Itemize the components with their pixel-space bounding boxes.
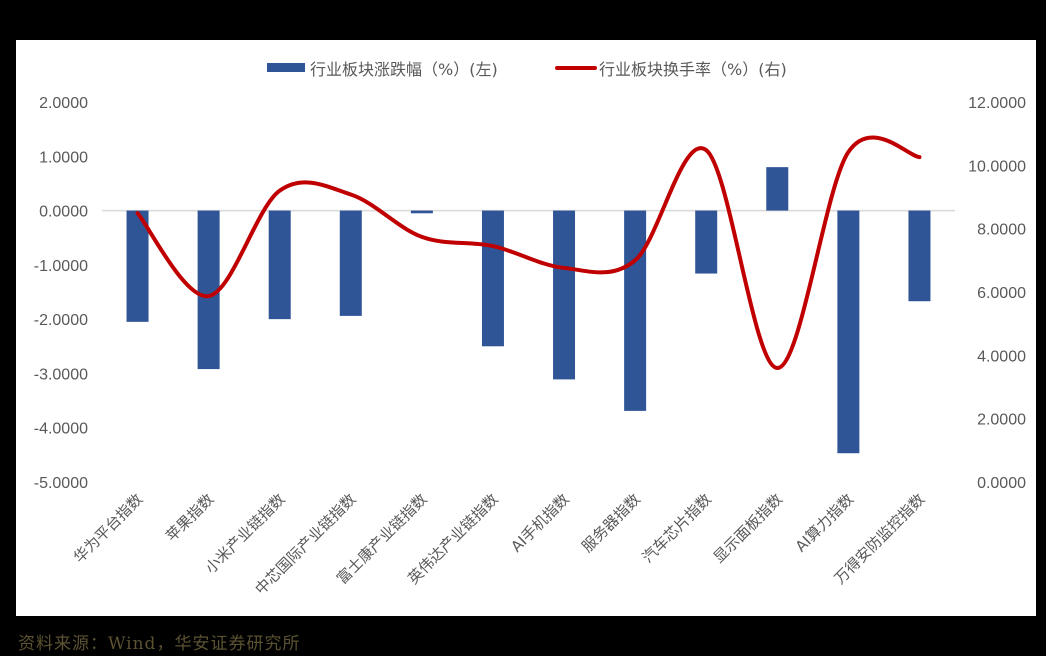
- bar: [126, 210, 149, 322]
- legend-line-label: 行业板块换手率（%）(右): [599, 60, 787, 79]
- left-axis-tick: 0.0000: [39, 204, 88, 221]
- bar: [695, 210, 718, 274]
- left-axis-tick: -2.0000: [34, 312, 88, 329]
- left-axis-tick: -1.0000: [34, 258, 88, 275]
- legend: 行业板块涨跌幅（%）(左) 行业板块换手率（%）(右): [267, 60, 787, 79]
- bar: [481, 210, 504, 347]
- bar: [410, 210, 433, 214]
- left-axis: 2.0000 1.0000 0.0000 -1.0000 -2.0000 -3.0000 -…: [34, 95, 88, 492]
- right-axis-tick: 12.0000: [968, 95, 1026, 112]
- combo-chart: 行业板块涨跌幅（%）(左) 行业板块换手率（%）(右) 2.0000 1.0000…: [34, 60, 1026, 598]
- line-series: [135, 135, 922, 371]
- source-note: 资料来源：Wind，华安证券研究所: [18, 634, 301, 654]
- bar: [339, 210, 362, 316]
- right-axis-tick: 4.0000: [977, 348, 1026, 365]
- x-axis-labels: 华为平台指数 苹果指数小米产业链指数中芯国际产业链指数富士康产业链指数英伟达产业链…: [70, 490, 928, 598]
- category-label: 苹果指数: [162, 490, 217, 545]
- bar: [624, 210, 647, 411]
- bar: [908, 210, 931, 302]
- bar: [197, 210, 220, 370]
- category-label: 华为平台指数: [70, 490, 146, 566]
- category-label: 服务器指数: [578, 490, 644, 556]
- right-axis-tick: 10.0000: [968, 158, 1026, 175]
- right-axis-tick: 6.0000: [977, 285, 1026, 302]
- legend-bar-swatch: [267, 63, 305, 72]
- category-label: 显示面板指数: [710, 490, 786, 566]
- bar: [268, 210, 291, 320]
- category-label: AI手机指数: [507, 490, 573, 556]
- legend-bar-label: 行业板块涨跌幅（%）(左): [310, 60, 498, 79]
- right-axis-tick: 2.0000: [977, 412, 1026, 429]
- bar-series: [126, 167, 931, 454]
- left-axis-tick: -4.0000: [34, 421, 88, 438]
- bar: [553, 210, 576, 380]
- right-axis-tick: 8.0000: [977, 222, 1026, 239]
- left-axis-tick: -3.0000: [34, 366, 88, 383]
- bar: [837, 210, 860, 454]
- left-axis-tick: 2.0000: [39, 95, 88, 112]
- category-label: AI算力指数: [792, 490, 858, 556]
- left-axis-tick: -5.0000: [34, 475, 88, 492]
- right-axis-tick: 0.0000: [977, 475, 1026, 492]
- left-axis-tick: 1.0000: [39, 149, 88, 166]
- chart-panel: 行业板块涨跌幅（%）(左) 行业板块换手率（%）(右) 2.0000 1.0000…: [16, 40, 1036, 616]
- bar: [766, 167, 789, 211]
- category-label: 汽车芯片指数: [639, 490, 715, 566]
- right-axis: 12.0000 10.0000 8.0000 6.0000 4.0000 2.0000 0.…: [968, 95, 1026, 492]
